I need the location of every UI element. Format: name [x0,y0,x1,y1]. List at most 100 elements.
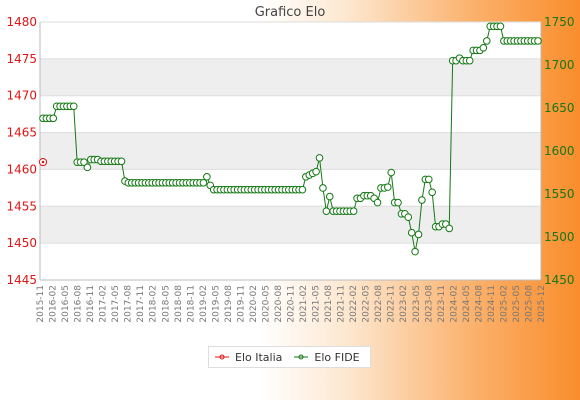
x-tick-label: 2020-08 [274,285,284,323]
x-axis-ticks: 2015-11 2016-02 2016-05 2016-08 2016-11 2017-… [36,285,547,323]
x-tick-label: 2018-08 [174,285,184,323]
left-tick-label: 1460 [6,162,37,176]
x-tick-label: 2016-11 [86,285,96,323]
point-elo-fide[interactable] [534,37,542,45]
x-tick-label: 2025-12 [537,285,547,323]
x-tick-label: 2020-05 [261,285,271,323]
x-tick-label: 2016-05 [61,285,71,323]
x-tick-label: 2017-11 [136,285,146,323]
point-elo-fide[interactable] [80,158,88,166]
point-elo-fide[interactable] [83,163,92,172]
point-elo-fide[interactable] [465,56,474,65]
x-tick-label: 2019-11 [236,285,246,323]
x-tick-label: 2019-08 [224,285,234,323]
x-tick-label: 2018-05 [161,285,171,323]
x-tick-label: 2024-11 [487,285,497,323]
point-elo-fide[interactable] [49,114,58,123]
point-elo-italia-center [41,160,45,164]
point-elo-fide[interactable] [349,207,358,215]
right-axis-ticks: 1450 1500 1550 1600 1650 1700 1750 [544,15,575,287]
x-tick-label: 2025-02 [499,285,509,323]
left-tick-label: 1465 [6,126,37,140]
point-elo-fide[interactable] [383,183,392,191]
x-tick-label: 2022-02 [349,285,359,323]
point-elo-fide[interactable] [496,22,505,31]
x-tick-label: 2018-02 [149,285,159,323]
x-tick-label: 2023-02 [399,285,409,323]
x-tick-label: 2021-11 [337,285,347,323]
x-tick-label: 2025-05 [512,285,522,323]
point-elo-fide[interactable] [387,168,396,177]
x-tick-label: 2021-08 [324,285,334,323]
point-elo-fide[interactable] [315,154,324,162]
right-tick-label: 1650 [544,101,575,115]
x-tick-label: 2024-02 [449,285,459,323]
legend-marker-elo-fide [294,354,309,360]
point-elo-fide[interactable] [482,37,491,45]
x-tick-label: 2019-02 [199,285,209,323]
legend-label-elo-fide: Elo FIDE [314,350,360,364]
point-elo-fide[interactable] [418,196,426,204]
chart-title: Grafico Elo [255,5,326,20]
x-tick-label: 2021-05 [312,285,322,323]
plot-band [40,95,541,133]
series-elo-italia [38,157,48,167]
point-elo-fide[interactable] [411,247,419,256]
point-elo-fide[interactable] [117,157,126,166]
point-elo-fide[interactable] [69,102,78,111]
x-tick-label: 2025-08 [524,285,534,323]
plot-band [40,22,541,59]
point-elo-fide[interactable] [298,185,307,194]
x-tick-label: 2016-08 [74,285,84,323]
point-elo-fide[interactable] [394,198,402,207]
x-tick-label: 2021-02 [299,285,309,323]
x-tick-label: 2022-08 [374,285,384,323]
x-tick-label: 2016-02 [49,285,59,323]
point-elo-fide[interactable] [373,198,382,207]
series-elo-fide [39,22,542,256]
point-elo-fide[interactable] [404,213,413,222]
legend-item-elo-fide[interactable]: Elo FIDE [294,350,360,364]
right-tick-label: 1500 [544,230,575,244]
left-tick-label: 1450 [6,236,37,250]
point-elo-fide[interactable] [407,228,416,237]
x-tick-label: 2024-05 [462,285,472,323]
point-elo-fide[interactable] [428,188,436,197]
point-elo-fide[interactable] [445,224,454,233]
left-tick-label: 1480 [6,15,37,29]
point-elo-fide[interactable] [203,173,211,181]
x-tick-label: 2017-05 [111,285,121,323]
chart-legend: Elo Italia Elo FIDE [208,346,371,368]
legend-marker-elo-italia [215,354,229,360]
point-elo-fide[interactable] [319,184,327,192]
plot-band [40,206,541,244]
plot-band [40,58,541,96]
x-tick-label: 2015-11 [36,285,46,323]
point-elo-fide[interactable] [199,179,208,187]
right-tick-label: 1700 [544,58,575,72]
x-tick-label: 2022-11 [387,285,397,323]
legend-label-elo-italia: Elo Italia [235,350,283,364]
x-tick-label: 2023-08 [424,285,434,323]
x-tick-label: 2019-05 [211,285,221,323]
x-tick-label: 2024-08 [474,285,484,323]
legend-item-elo-italia[interactable]: Elo Italia [215,351,282,364]
x-tick-label: 2020-11 [287,285,297,323]
x-tick-label: 2022-05 [362,285,372,323]
x-tick-label: 2017-08 [124,285,134,323]
plot-bands [40,22,541,280]
point-elo-fide[interactable] [424,175,433,184]
point-elo-fide[interactable] [322,207,331,215]
point-elo-fide[interactable] [325,192,334,201]
right-tick-label: 1550 [544,187,575,201]
point-elo-fide[interactable] [414,230,423,239]
plot-band [40,243,541,280]
left-tick-label: 1445 [6,273,37,287]
x-tick-label: 2023-11 [437,285,447,323]
x-tick-label: 2023-05 [412,285,422,323]
point-elo-fide[interactable] [312,167,320,176]
x-tick-label: 2020-02 [249,285,259,323]
point-elo-fide[interactable] [479,44,488,52]
